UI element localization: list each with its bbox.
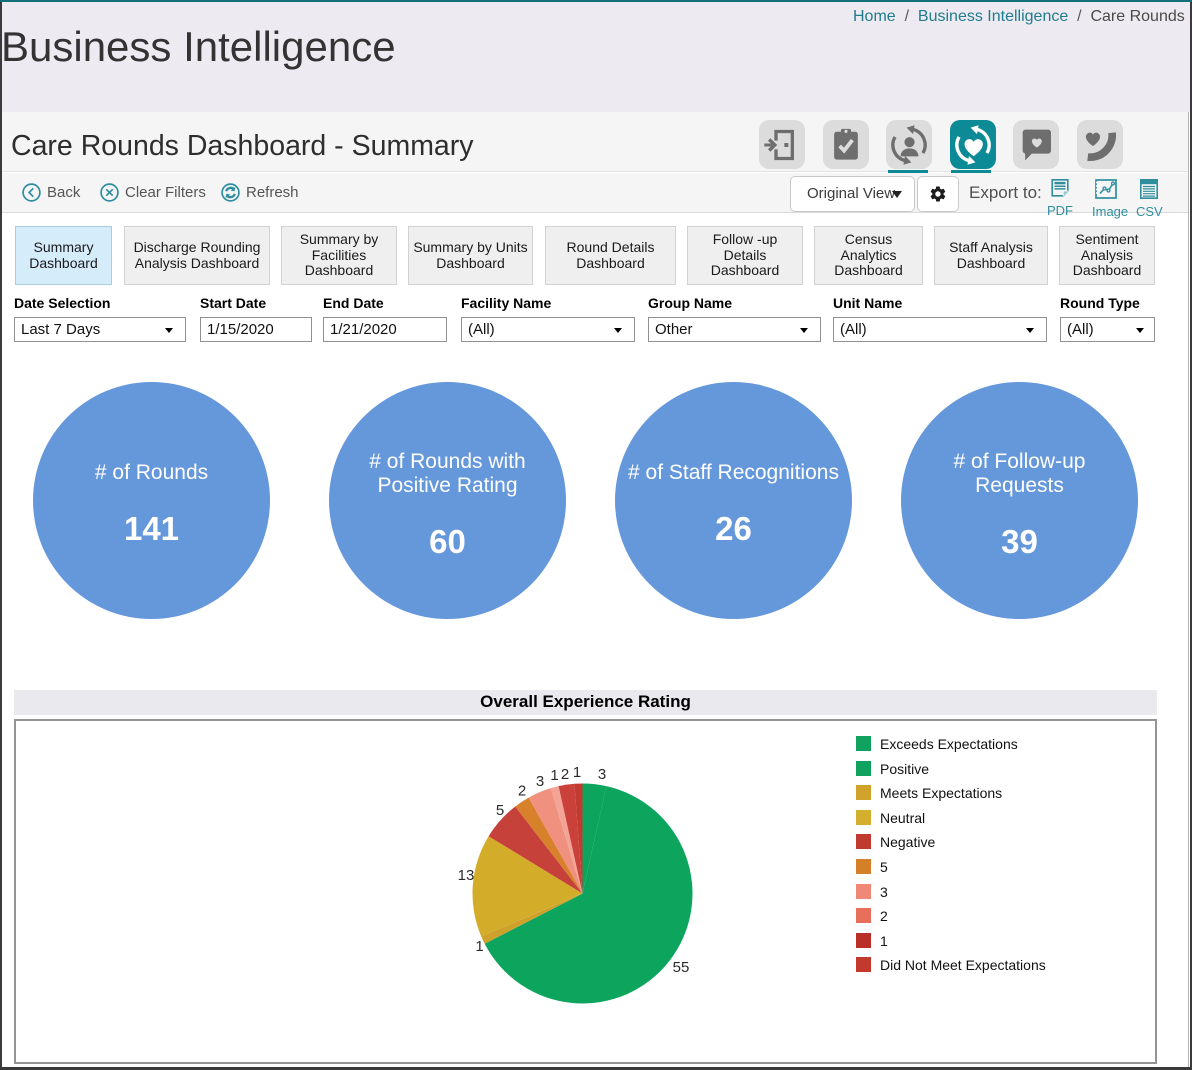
svg-text:13: 13 bbox=[458, 867, 475, 884]
svg-text:3: 3 bbox=[536, 773, 544, 790]
svg-text:2: 2 bbox=[561, 766, 569, 783]
svg-text:1: 1 bbox=[475, 938, 483, 955]
svg-text:2: 2 bbox=[518, 783, 526, 800]
svg-text:3: 3 bbox=[598, 766, 606, 783]
svg-text:5: 5 bbox=[496, 802, 504, 819]
svg-text:55: 55 bbox=[673, 959, 690, 976]
svg-text:1: 1 bbox=[550, 767, 558, 784]
svg-text:1: 1 bbox=[573, 764, 581, 781]
